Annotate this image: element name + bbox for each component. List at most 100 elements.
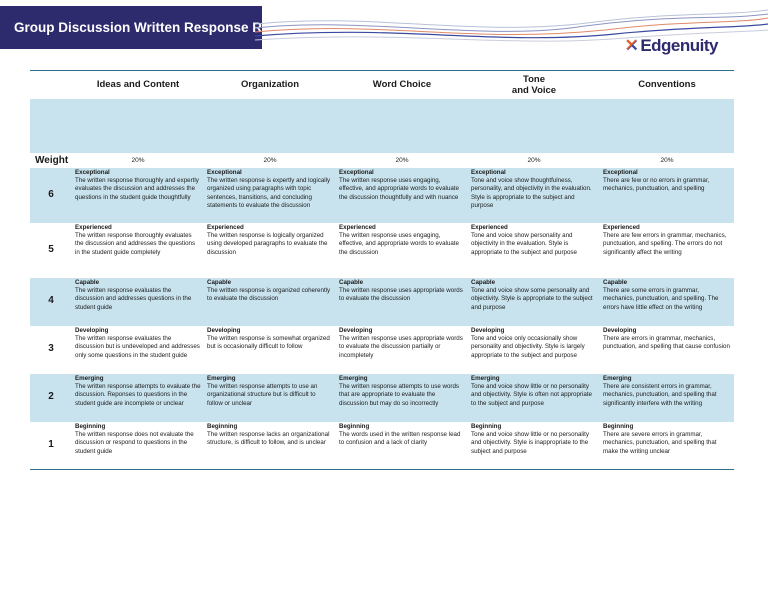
- rubric-cell: Experienced The written response is logic…: [204, 223, 336, 278]
- level-description: Tone and voice show personality and obje…: [471, 231, 577, 256]
- rubric-cell: Emerging The written response attempts to…: [204, 373, 336, 422]
- level-description: The written response uses engaging, effe…: [339, 176, 459, 201]
- rubric-cell: Beginning The written response lacks an o…: [204, 421, 336, 470]
- level-name: Beginning: [207, 422, 238, 430]
- rubric-cell: Emerging The written response attempts to…: [336, 373, 468, 422]
- level-name: Emerging: [471, 374, 500, 382]
- level-name: Developing: [603, 326, 637, 334]
- rubric-cell: Developing The written response is somewh…: [204, 326, 336, 374]
- weight-value: 20%: [395, 156, 409, 164]
- rubric-table: Ideas and Content Organization Word Choi…: [30, 70, 734, 470]
- rubric-cell: Beginning The written response does not e…: [72, 421, 204, 470]
- level-description: There are severe errors in grammar, mech…: [603, 430, 717, 455]
- rubric-row-1: 1 Beginning The written response does not …: [30, 421, 734, 470]
- rubric-cell: Developing There are errors in grammar, m…: [600, 326, 734, 374]
- rubric-cell: Emerging There are consistent errors in g…: [600, 373, 734, 422]
- column-header-ideas: Ideas and Content: [72, 70, 204, 99]
- level-description: The written response thoroughly and expe…: [75, 176, 199, 201]
- rubric-row-5: 5 Experienced The written response thoroug…: [30, 223, 734, 278]
- level-description: The written response is expertly and log…: [207, 176, 331, 210]
- level-description: The written response uses engaging, effe…: [339, 231, 459, 256]
- rubric-cell: Exceptional There are few or no errors in…: [600, 167, 734, 223]
- rubric-cell: Developing The written response evaluates…: [72, 326, 204, 374]
- rubric-cell: Capable The written response uses appropr…: [336, 277, 468, 326]
- rubric-cell: Emerging Tone and voice show little or no…: [468, 373, 600, 422]
- title-banner: Group Discussion Written Response Rubric: [0, 6, 295, 49]
- level-description: The written response is organized cohere…: [207, 286, 331, 303]
- rubric-cell: Experienced The written response uses eng…: [336, 223, 468, 278]
- edgenuity-x-icon: ✕: [624, 36, 639, 55]
- rubric-cell: Beginning Tone and voice show little or n…: [468, 421, 600, 470]
- column-header-tone-voice: Tone and Voice: [468, 70, 600, 99]
- level-name: Exceptional: [471, 168, 506, 176]
- level-description: The written response thoroughly evaluate…: [75, 231, 196, 256]
- level-name: Exceptional: [339, 168, 374, 176]
- rubric-cell: Capable There are some errors in grammar,…: [600, 277, 734, 326]
- page-title: Group Discussion Written Response Rubric: [14, 20, 296, 35]
- level-name: Developing: [471, 326, 505, 334]
- rubric-cell: Exceptional The written response thorough…: [72, 167, 204, 223]
- rubric-cell: Developing Tone and voice only occasional…: [468, 326, 600, 374]
- level-description: The written response evaluates the discu…: [75, 334, 200, 359]
- column-header-word-choice: Word Choice: [336, 70, 468, 99]
- column-header-conventions: Conventions: [600, 70, 734, 99]
- weight-value: 20%: [263, 156, 277, 164]
- rubric-row-2: 2 Emerging The written response attempts t…: [30, 373, 734, 422]
- level-name: Emerging: [603, 374, 632, 382]
- rubric-cell: Exceptional The written response uses eng…: [336, 167, 468, 223]
- score-cell: 3: [48, 343, 54, 355]
- level-name: Beginning: [471, 422, 502, 430]
- rubric-cell: Capable Tone and voice show some personal…: [468, 277, 600, 326]
- level-description: The written response attempts to use an …: [207, 382, 318, 407]
- level-name: Experienced: [603, 223, 640, 231]
- level-name: Experienced: [207, 223, 244, 231]
- rubric-cell: Developing The written response uses appr…: [336, 326, 468, 374]
- column-header-organization: Organization: [204, 70, 336, 99]
- weight-value: 20%: [131, 156, 145, 164]
- header-row: Ideas and Content Organization Word Choi…: [30, 70, 734, 99]
- level-description: The written response attempts to use wor…: [339, 382, 460, 407]
- rubric-row-3: 3 Developing The written response evaluate…: [30, 326, 734, 374]
- level-description: The written response evaluates the discu…: [75, 286, 192, 311]
- level-name: Exceptional: [603, 168, 638, 176]
- level-description: The written response uses appropriate wo…: [339, 286, 463, 303]
- rubric-cell: Capable The written response evaluates th…: [72, 277, 204, 326]
- rubric-cell: Emerging The written response attempts to…: [72, 373, 204, 422]
- level-name: Capable: [339, 278, 364, 286]
- level-name: Beginning: [339, 422, 370, 430]
- logo-text: Edgenuity: [640, 36, 718, 55]
- level-description: There are few errors in grammar, mechani…: [603, 231, 727, 256]
- level-name: Developing: [207, 326, 241, 334]
- level-name: Beginning: [603, 422, 634, 430]
- score-cell: 1: [30, 421, 72, 470]
- rubric-cell: Experienced There are few errors in gramm…: [600, 223, 734, 278]
- level-name: Capable: [603, 278, 628, 286]
- weight-value: 20%: [660, 156, 674, 164]
- rubric-cell: Beginning There are severe errors in gram…: [600, 421, 734, 470]
- level-name: Emerging: [207, 374, 236, 382]
- level-name: Capable: [207, 278, 232, 286]
- level-description: The written response attempts to evaluat…: [75, 382, 201, 407]
- level-description: There are errors in grammar, mechanics, …: [603, 334, 730, 351]
- blank-row: [30, 98, 734, 153]
- weight-label: Weight: [35, 154, 69, 166]
- score-cell: 2: [30, 373, 72, 422]
- rubric-cell: Exceptional The written response is exper…: [204, 167, 336, 223]
- corner-cell: [30, 70, 72, 99]
- level-name: Experienced: [75, 223, 112, 231]
- rubric-cell: Experienced Tone and voice show personali…: [468, 223, 600, 278]
- weight-row: Weight 20% 20% 20% 20% 20%: [30, 153, 734, 168]
- level-description: The written response is logically organi…: [207, 231, 328, 256]
- level-name: Experienced: [339, 223, 376, 231]
- level-name: Emerging: [339, 374, 368, 382]
- level-name: Exceptional: [75, 168, 110, 176]
- level-description: Tone and voice show little or no persona…: [471, 430, 589, 455]
- level-description: Tone and voice show little or no persona…: [471, 382, 592, 407]
- level-description: There are few or no errors in grammar, m…: [603, 176, 710, 193]
- edgenuity-logo: ✕ Edgenuity: [624, 36, 719, 56]
- level-name: Emerging: [75, 374, 104, 382]
- rubric-cell: Beginning The words used in the written r…: [336, 421, 468, 470]
- level-description: There are some errors in grammar, mechan…: [603, 286, 719, 311]
- level-description: The written response does not evaluate t…: [75, 430, 194, 455]
